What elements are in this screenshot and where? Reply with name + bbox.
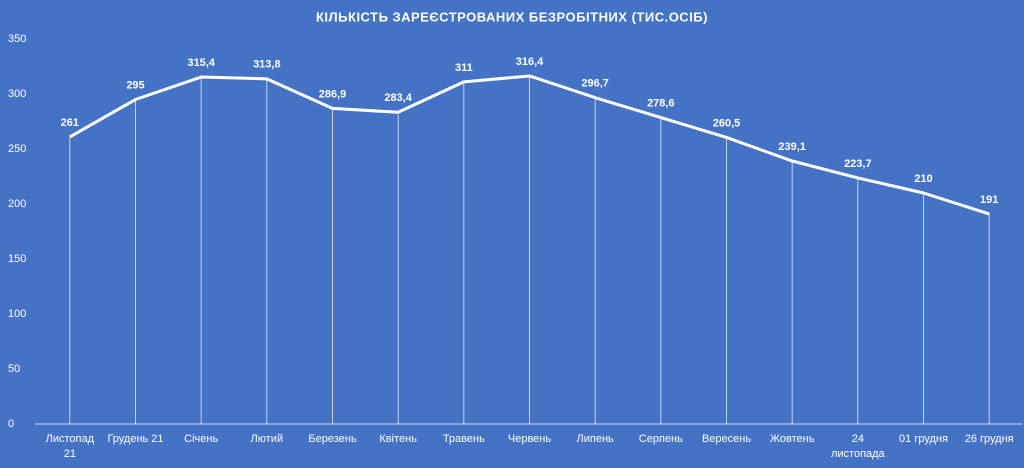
value-label: 278,6 bbox=[647, 97, 675, 109]
y-tick-label: 0 bbox=[8, 418, 14, 430]
value-label: 296,7 bbox=[581, 78, 609, 90]
value-label: 311 bbox=[455, 62, 473, 74]
x-tick-label: 24 листопада bbox=[831, 433, 886, 460]
x-tick-label: Вересень bbox=[702, 433, 751, 445]
value-label: 316,4 bbox=[516, 56, 544, 68]
x-tick-label: Серпень bbox=[639, 433, 683, 445]
value-label: 223,7 bbox=[844, 158, 872, 170]
value-label: 191 bbox=[980, 194, 998, 206]
x-tick-label: Червень bbox=[508, 433, 551, 445]
y-tick-label: 350 bbox=[8, 33, 26, 45]
chart-title: КІЛЬКІСТЬ ЗАРЕЄСТРОВАНИХ БЕЗРОБІТНИХ (ТИ… bbox=[316, 9, 708, 24]
y-tick-label: 250 bbox=[8, 143, 26, 155]
x-tick-label: Липень bbox=[577, 433, 615, 445]
x-tick-label: Травень bbox=[443, 433, 485, 445]
value-label: 210 bbox=[914, 173, 932, 185]
y-tick-label: 50 bbox=[8, 363, 20, 375]
x-tick-label: Листопад 21 bbox=[46, 433, 95, 460]
value-label: 313,8 bbox=[253, 59, 281, 71]
x-tick-label: Березень bbox=[308, 433, 356, 445]
value-label: 315,4 bbox=[187, 57, 215, 69]
x-tick-label: 01 грудня bbox=[899, 433, 948, 445]
value-label: 283,4 bbox=[384, 92, 412, 104]
x-tick-label: Квітень bbox=[379, 433, 417, 445]
data-line bbox=[69, 74, 990, 216]
value-label: 239,1 bbox=[778, 141, 806, 153]
y-tick-label: 300 bbox=[8, 88, 26, 100]
x-tick-label: Лютий bbox=[251, 433, 284, 445]
y-tick-label: 200 bbox=[8, 198, 26, 210]
x-tick-label: Січень bbox=[184, 433, 218, 445]
x-tick-label: 26 грудня bbox=[965, 433, 1014, 445]
y-tick-label: 150 bbox=[8, 253, 26, 265]
value-label: 286,9 bbox=[319, 88, 347, 100]
x-tick-label: Жовтень bbox=[770, 433, 815, 445]
value-label: 261 bbox=[61, 117, 79, 129]
value-label: 260,5 bbox=[713, 117, 741, 129]
value-label: 295 bbox=[126, 79, 144, 91]
x-tick-label: Грудень 21 bbox=[107, 433, 163, 445]
y-tick-label: 100 bbox=[8, 308, 26, 320]
